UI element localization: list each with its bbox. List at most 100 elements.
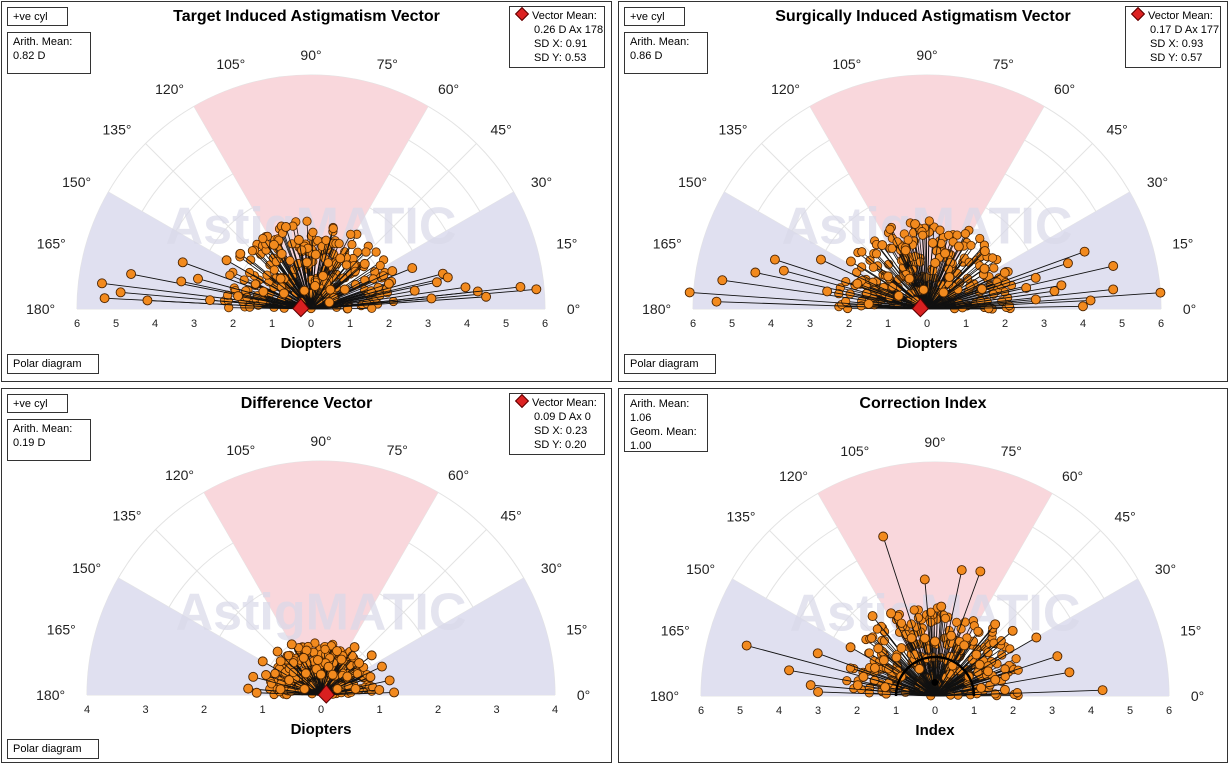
radial-tick-label: 2	[854, 705, 860, 717]
vector-mean-box: Vector Mean: 0.09 D Ax 0 SD X: 0.23 SD Y…	[509, 393, 605, 455]
data-point	[374, 684, 385, 695]
radial-tick-label: 3	[1049, 705, 1055, 717]
data-point	[883, 271, 894, 282]
x-axis-label: Index	[915, 722, 955, 739]
angle-label: 0°	[567, 301, 580, 317]
data-spoke	[924, 638, 936, 697]
vector-mean-label: Vector Mean:	[532, 397, 597, 409]
data-spoke	[901, 676, 936, 697]
data-point	[1108, 284, 1119, 295]
data-point	[310, 281, 321, 291]
data-spoke	[934, 635, 952, 697]
data-spoke	[310, 244, 353, 310]
data-point	[1108, 261, 1119, 271]
data-point	[956, 565, 967, 576]
polar-diagram-button[interactable]: Polar diagram	[7, 739, 99, 759]
data-point	[805, 680, 816, 691]
angle-label: 120°	[155, 81, 184, 97]
vector-mean-box: Vector Mean: 0.17 D Ax 177 SD X: 0.93 SD…	[1125, 6, 1221, 68]
angle-label: 165°	[653, 235, 682, 251]
data-spoke	[922, 235, 928, 310]
data-point	[845, 642, 856, 653]
data-spoke	[881, 244, 928, 310]
data-spoke	[926, 262, 936, 310]
axis-shading-vertical	[818, 462, 1052, 696]
angle-label: 165°	[47, 621, 76, 637]
vector-mean-diamond-icon	[514, 393, 530, 409]
geom-mean-value: 1.00	[630, 440, 652, 452]
data-point	[711, 296, 722, 307]
angle-label: 105°	[840, 443, 869, 459]
data-point	[812, 648, 823, 659]
x-axis-label: Diopters	[897, 335, 958, 352]
data-point	[891, 652, 902, 663]
data-point	[940, 613, 951, 623]
data-point	[914, 664, 925, 674]
data-spoke	[914, 223, 928, 310]
data-spoke	[934, 571, 981, 697]
data-point	[938, 287, 949, 298]
angle-label: 15°	[566, 621, 587, 637]
polar-diagram-button[interactable]: Polar diagram	[624, 354, 716, 374]
angle-label: 15°	[1180, 622, 1201, 638]
angle-label: 45°	[491, 121, 512, 137]
data-spoke	[310, 263, 366, 310]
data-spoke	[905, 250, 928, 310]
data-point	[275, 656, 286, 667]
radial-tick-label: 1	[971, 705, 977, 717]
data-spoke	[310, 283, 390, 310]
data-point	[924, 216, 934, 226]
radial-tick-label: 4	[464, 318, 470, 330]
data-point	[904, 273, 915, 284]
data-point	[320, 644, 330, 654]
data-point	[426, 293, 437, 304]
data-spoke	[877, 648, 936, 697]
angle-label: 180°	[642, 301, 671, 317]
data-point	[387, 266, 398, 277]
data-point	[872, 624, 882, 634]
data-spoke	[896, 657, 936, 697]
vector-mean-diamond-icon	[1130, 6, 1146, 22]
data-spoke	[926, 220, 930, 310]
data-point	[852, 680, 863, 691]
arith-mean-value: 0.19 D	[13, 437, 46, 449]
data-spoke	[310, 228, 334, 310]
data-spoke	[926, 299, 1091, 310]
angle-label: 90°	[310, 433, 331, 449]
data-spoke	[850, 261, 928, 310]
geom-mean-marker	[931, 678, 939, 686]
data-spoke	[280, 660, 322, 696]
polar-diagram-button[interactable]: Polar diagram	[7, 354, 99, 374]
polar-chart-correction-index: AstigMATIC0°15°30°45°60°75°90°105°120°13…	[650, 434, 1204, 739]
data-spoke	[320, 666, 383, 696]
radial-tick-label: 6	[690, 318, 696, 330]
data-point	[275, 684, 286, 695]
data-point	[248, 671, 259, 682]
data-spoke	[934, 679, 996, 697]
radial-tick-label: 2	[386, 318, 392, 330]
angle-label: 120°	[771, 81, 800, 97]
data-point	[251, 687, 262, 698]
data-spoke	[926, 292, 1161, 310]
data-point	[286, 639, 297, 650]
angle-label: 90°	[916, 47, 937, 63]
data-point	[280, 221, 291, 232]
data-spoke	[689, 291, 928, 310]
data-point	[354, 658, 365, 668]
radial-tick-label: 1	[259, 704, 265, 716]
data-point	[224, 303, 234, 313]
arith-geom-mean-box: Arith. Mean: 1.06 Geom. Mean: 1.00	[624, 394, 708, 452]
data-spoke	[926, 290, 1055, 310]
radial-tick-label: 2	[435, 704, 441, 716]
data-point	[233, 291, 243, 302]
sd-x: SD X: 0.91	[534, 38, 588, 50]
radial-tick-label: 5	[113, 318, 119, 330]
data-point	[936, 601, 947, 612]
data-point	[940, 248, 951, 259]
data-spoke	[310, 286, 466, 310]
data-point	[983, 647, 993, 658]
data-spoke	[147, 299, 312, 310]
data-point	[300, 668, 311, 679]
radial-tick-label: 2	[201, 704, 207, 716]
data-spoke	[934, 624, 996, 697]
